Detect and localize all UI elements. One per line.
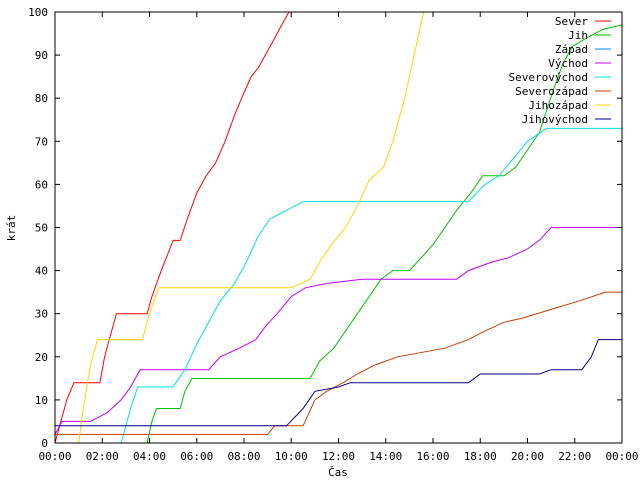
y-tick-label: 0 [41,437,48,450]
y-tick-label: 90 [35,49,48,62]
x-tick-label: 06:00 [180,450,213,463]
y-tick-label: 60 [35,178,48,191]
y-tick-label: 50 [35,222,48,235]
y-axis-label: krát [5,215,18,242]
legend-label: Severovýchod [509,71,588,84]
x-tick-label: 10:00 [275,450,308,463]
legend-label: Severozápad [515,85,588,98]
y-tick-label: 10 [35,394,48,407]
series-line-5 [55,291,622,435]
y-tick-label: 20 [35,351,48,364]
legend-label: Západ [555,43,588,56]
plot-lines [55,12,622,443]
legend-label: Sever [555,15,588,28]
x-tick-label: 08:00 [227,450,260,463]
series-line-4 [55,127,622,443]
x-tick-label: 22:00 [558,450,591,463]
y-tick-label: 70 [35,135,48,148]
x-axis-label: Čas [328,466,348,479]
x-tick-label: 00:00 [38,450,71,463]
legend: SeverJihZápadVýchodSeverovýchodSeverozáp… [509,15,611,126]
y-tick-label: 30 [35,308,48,321]
y-tick-label: 100 [28,6,48,19]
series-line-6 [55,12,429,443]
y-tick-label: 80 [35,92,48,105]
x-tick-label: 04:00 [133,450,166,463]
x-tick-label: 14:00 [369,450,402,463]
series-line-1 [55,24,622,443]
axes: 0 10 20 30 40 50 60 70 80 90 100 00:00 02:00 04:00 06:… [28,6,638,463]
y-tick-label: 40 [35,265,48,278]
legend-label: Východ [548,57,588,70]
series-line-7 [55,339,622,427]
legend-label: Jihozápad [528,99,588,112]
x-tick-label: 02:00 [86,450,119,463]
x-tick-label: 18:00 [464,450,497,463]
legend-label: Jihovýchod [522,113,588,126]
legend-label: Jih [568,29,588,42]
series-line-0 [55,12,294,443]
series-line-3 [55,227,622,435]
x-tick-label: 00:00 [605,450,638,463]
x-tick-label: 16:00 [416,450,449,463]
x-tick-label: 20:00 [511,450,544,463]
x-tick-label: 12:00 [322,450,355,463]
